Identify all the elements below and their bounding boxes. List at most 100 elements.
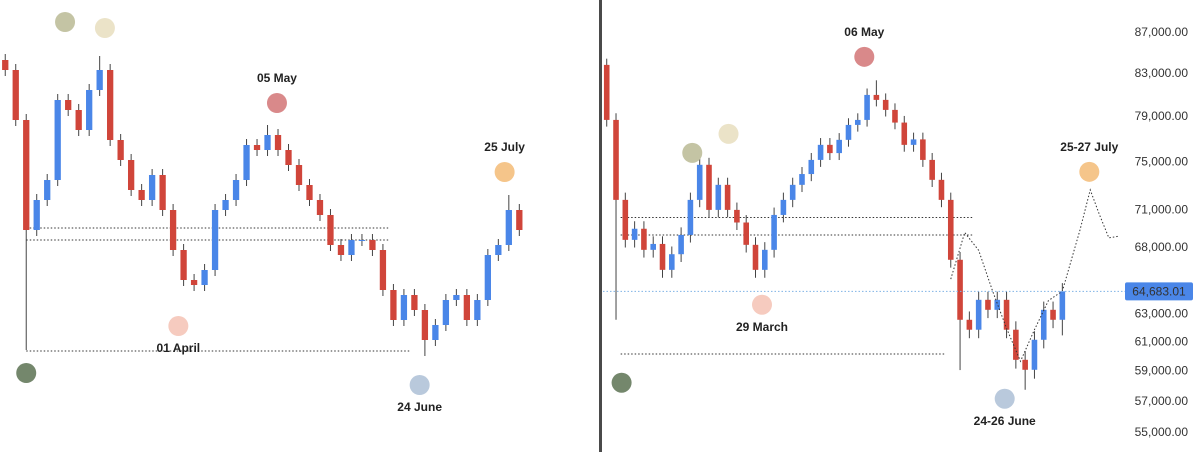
candle-body: [316, 200, 324, 215]
candle-body: [696, 164, 703, 200]
annotation-label: 24 June: [397, 400, 442, 414]
candle-body: [994, 299, 1001, 310]
candle-body: [348, 240, 355, 255]
candle-body: [107, 70, 114, 140]
annotation-label: 29 March: [736, 320, 788, 334]
y-tick-label: 61,000.00: [1135, 335, 1189, 349]
candle-body: [659, 243, 666, 270]
candle-body: [148, 175, 156, 200]
candle-body: [641, 228, 647, 250]
candle-body: [715, 184, 722, 210]
candle-body: [975, 299, 982, 330]
candle-body: [1031, 339, 1038, 370]
candle-body: [762, 249, 768, 270]
candle-body: [23, 120, 30, 230]
annotation-marker: [409, 375, 430, 395]
candle-body: [789, 184, 796, 200]
candle-body: [678, 234, 684, 255]
candle-body: [264, 135, 271, 150]
candle-body: [929, 159, 935, 180]
candle-body: [96, 70, 103, 90]
candle-body: [201, 270, 208, 285]
candle-body: [854, 119, 861, 125]
candle-body: [966, 319, 973, 330]
candle-body: [117, 140, 124, 160]
candle-body: [442, 300, 450, 325]
annotation-marker: [611, 372, 632, 393]
candle-body: [12, 70, 19, 120]
candle-body: [138, 190, 145, 200]
candle-body: [358, 240, 366, 241]
candle-body: [169, 210, 177, 250]
candle-body: [2, 60, 9, 70]
candle-body: [474, 300, 481, 320]
y-tick-label: 79,000.00: [1135, 109, 1189, 123]
candle-body: [190, 280, 198, 285]
candle-body: [1040, 309, 1047, 340]
annotation-marker: [168, 316, 189, 336]
candle-body: [285, 150, 292, 165]
annotation-marker: [1079, 161, 1100, 182]
annotation-marker: [752, 294, 773, 315]
candle-body: [920, 139, 926, 160]
annotation-marker: [16, 363, 37, 383]
y-tick-label: 57,000.00: [1135, 394, 1189, 408]
candle-body: [274, 135, 282, 150]
candle-body: [706, 164, 712, 210]
candle-body: [734, 209, 740, 223]
candle-body: [232, 180, 240, 200]
candle-body: [337, 245, 345, 255]
annotation-marker: [682, 142, 703, 163]
candle-body: [938, 179, 945, 200]
candle-body: [33, 200, 40, 230]
candle-body: [432, 325, 439, 340]
candle-body: [827, 144, 833, 154]
candle-body: [495, 245, 502, 255]
annotation-marker: [494, 162, 515, 182]
candle-body: [873, 94, 880, 100]
y-tick-label: 71,000.00: [1135, 202, 1189, 216]
candle-body: [1059, 291, 1066, 320]
candle-body: [901, 122, 908, 145]
candle-body: [947, 199, 954, 260]
price-tag: [1125, 282, 1193, 301]
candle-body: [882, 99, 889, 110]
annotation-marker: [94, 18, 115, 38]
candle-body: [613, 119, 619, 200]
y-tick-label: 55,000.00: [1135, 425, 1189, 439]
candle-body: [1022, 359, 1028, 370]
candle-body: [910, 139, 917, 145]
annotation-label: 06 May: [844, 25, 884, 39]
candle-body: [484, 255, 491, 300]
candle-body: [799, 174, 805, 185]
candle-body: [75, 110, 82, 130]
annotation-label: 25-27 July: [1060, 140, 1118, 154]
candle-body: [985, 299, 991, 310]
candle-body: [743, 222, 749, 245]
candle-body: [54, 100, 61, 180]
candle-body: [957, 259, 963, 320]
candle-body: [817, 144, 824, 160]
candle-body: [379, 250, 387, 290]
annotation-label: 01 April: [157, 341, 201, 355]
candle-body: [159, 175, 166, 210]
candle-body: [752, 244, 759, 270]
annotation-marker: [266, 93, 287, 113]
annotation-label: 25 July: [484, 140, 525, 154]
annotation-label: 24-26 June: [974, 414, 1036, 428]
candle-body: [622, 199, 629, 240]
candle-body: [1013, 329, 1019, 360]
candle-body: [211, 210, 219, 270]
price-tag-label: 64,683.01: [1132, 285, 1186, 299]
candle-body: [687, 199, 694, 235]
candle-body: [400, 295, 408, 320]
candle-body: [780, 199, 787, 215]
y-tick-label: 63,000.00: [1135, 307, 1189, 321]
candle-body: [669, 254, 675, 270]
candle-body: [845, 124, 852, 140]
y-tick-label: 68,000.00: [1135, 240, 1189, 254]
candle-body: [603, 64, 610, 120]
candle-body: [86, 90, 93, 130]
candle-body: [516, 210, 523, 230]
